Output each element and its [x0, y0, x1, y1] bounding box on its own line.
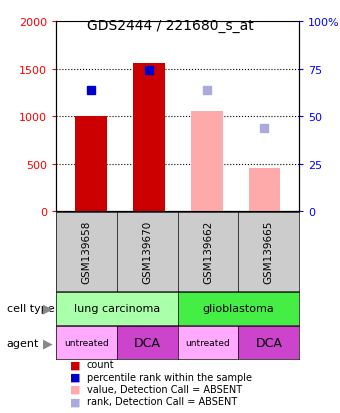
- Text: rank, Detection Call = ABSENT: rank, Detection Call = ABSENT: [87, 396, 237, 406]
- Text: GSM139665: GSM139665: [264, 220, 274, 284]
- Text: ■: ■: [70, 359, 80, 369]
- Text: value, Detection Call = ABSENT: value, Detection Call = ABSENT: [87, 384, 242, 394]
- Bar: [249, 169, 280, 211]
- Text: ■: ■: [70, 384, 80, 394]
- Bar: [75, 117, 107, 211]
- Text: ▶: ▶: [43, 302, 52, 315]
- Bar: [191, 112, 222, 211]
- Text: untreated: untreated: [186, 338, 231, 347]
- Text: lung carcinoma: lung carcinoma: [74, 304, 160, 313]
- Text: cell type: cell type: [7, 304, 54, 313]
- Bar: [133, 64, 165, 211]
- Text: agent: agent: [7, 338, 39, 348]
- Text: untreated: untreated: [64, 338, 109, 347]
- Text: ▶: ▶: [43, 336, 52, 349]
- Text: GSM139670: GSM139670: [142, 221, 152, 283]
- Text: GSM139662: GSM139662: [203, 220, 213, 284]
- Text: glioblastoma: glioblastoma: [203, 304, 274, 313]
- Text: ■: ■: [70, 372, 80, 382]
- Text: DCA: DCA: [134, 336, 161, 349]
- Text: count: count: [87, 359, 114, 369]
- Text: ■: ■: [70, 396, 80, 406]
- Text: DCA: DCA: [255, 336, 282, 349]
- Text: percentile rank within the sample: percentile rank within the sample: [87, 372, 252, 382]
- Text: GDS2444 / 221680_s_at: GDS2444 / 221680_s_at: [87, 19, 253, 33]
- Text: GSM139658: GSM139658: [82, 220, 91, 284]
